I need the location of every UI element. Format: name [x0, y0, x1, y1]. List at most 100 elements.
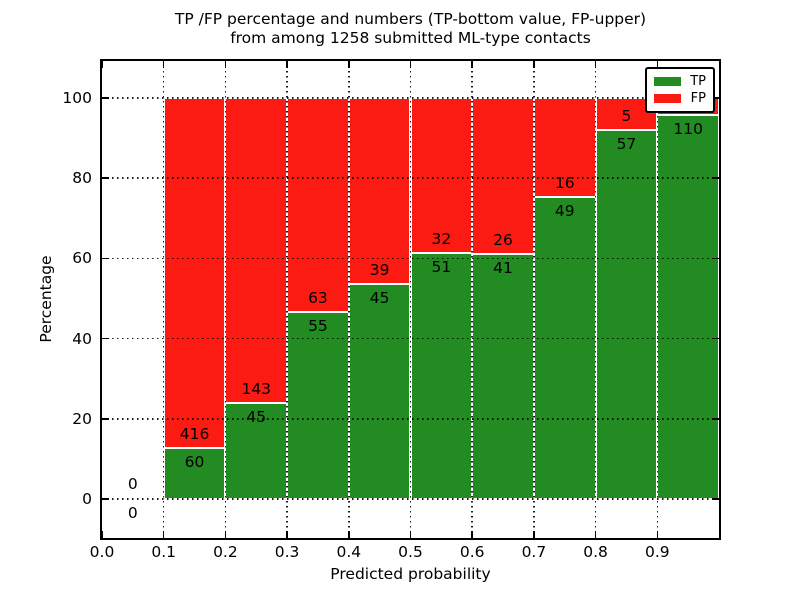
legend: TP FP: [645, 67, 715, 113]
bar-segment-tp: [163, 448, 226, 499]
legend-entry-fp: FP: [654, 92, 706, 105]
tp-count-label: 41: [493, 258, 513, 277]
fp-count-label: 16: [554, 173, 575, 192]
fp-count-label: 143: [241, 380, 272, 399]
y-tick-label: 60: [72, 249, 92, 268]
y-tick-left: [102, 257, 109, 260]
y-tick-right: [712, 337, 719, 340]
fp-count-label: 0: [127, 504, 138, 522]
x-tick-top: [594, 61, 597, 68]
tp-count-label: 45: [369, 289, 390, 308]
y-tick-left: [102, 418, 109, 420]
x-tick-bottom: [101, 531, 103, 538]
x-tick-top: [348, 61, 350, 68]
bar-segment-tp: [410, 252, 473, 499]
chart-title-line1: TP /FP percentage and numbers (TP-bottom…: [174, 10, 647, 28]
chart-title-line2: from among 1258 submitted ML-type contac…: [230, 29, 591, 47]
y-tick-right: [712, 498, 719, 500]
x-tick-bottom: [348, 531, 350, 538]
tp-count-label: 49: [554, 201, 575, 220]
fp-count-label: 39: [369, 261, 390, 280]
fp-count-label: 63: [308, 289, 328, 308]
y-tick-label: 40: [72, 329, 92, 348]
plot-area: [100, 59, 721, 540]
y-tick-left: [102, 97, 109, 99]
x-tick-bottom: [409, 531, 412, 538]
bar-segment-tp: [287, 312, 349, 499]
legend-swatch-tp: [654, 77, 681, 86]
bar-segment-fp: [348, 98, 411, 285]
x-tick-top: [409, 61, 412, 68]
tp-count-label: 0: [127, 475, 138, 493]
y-tick-label: 100: [62, 89, 92, 107]
x-gridline: [162, 61, 165, 538]
bar-segment-tp: [533, 196, 596, 499]
x-tick-label: 0.9: [644, 543, 670, 561]
fp-count-label: 32: [431, 229, 452, 248]
x-tick-label: 0.7: [521, 543, 547, 561]
x-tick-bottom: [471, 531, 473, 538]
x-tick-label: 0.2: [213, 543, 238, 561]
y-tick-right: [712, 97, 719, 99]
x-tick-top: [656, 61, 659, 68]
x-tick-top: [162, 61, 165, 68]
x-tick-bottom: [162, 531, 165, 538]
x-tick-bottom: [533, 531, 535, 538]
tp-count-label: 57: [616, 135, 637, 154]
x-tick-label: 0.4: [336, 543, 362, 561]
bar-segment-fp: [163, 98, 226, 449]
x-tick-top: [224, 61, 227, 68]
x-gridline: [656, 61, 659, 538]
x-tick-label: 0.5: [398, 543, 423, 561]
x-tick-label: 0.1: [151, 543, 177, 561]
x-tick-label: 0.0: [89, 543, 115, 561]
x-tick-bottom: [286, 531, 288, 538]
legend-label-tp: TP: [690, 74, 706, 89]
x-tick-bottom: [594, 531, 597, 538]
y-tick-left: [102, 498, 109, 500]
x-tick-label: 0.3: [274, 543, 300, 561]
legend-swatch-fp: [654, 94, 681, 103]
fp-count-label: 26: [493, 230, 513, 249]
x-tick-label: 0.8: [583, 543, 608, 561]
tp-count-label: 60: [184, 453, 205, 472]
x-tick-bottom: [224, 531, 227, 538]
legend-entry-tp: TP: [654, 75, 706, 88]
tp-count-label: 45: [246, 408, 267, 427]
y-tick-label: 0: [82, 490, 92, 508]
x-gridline: [471, 61, 473, 538]
tp-count-label: 55: [308, 317, 328, 336]
y-tick-label: 20: [72, 409, 92, 428]
bar-segment-tp: [595, 130, 658, 499]
fp-count-label: 5: [621, 107, 632, 126]
x-tick-top: [101, 61, 103, 68]
x-gridline: [348, 61, 350, 538]
x-tick-top: [533, 61, 535, 68]
y-tick-right: [712, 418, 719, 420]
x-gridline: [286, 61, 288, 538]
chart-title: TP /FP percentage and numbers (TP-bottom…: [102, 10, 719, 48]
x-tick-label: 0.6: [459, 543, 485, 561]
tp-count-label: 110: [673, 120, 703, 139]
x-axis-label: Predicted probability: [330, 565, 491, 583]
x-tick-bottom: [656, 531, 659, 538]
fp-count-label: 416: [179, 425, 210, 444]
bar-segment-fp: [225, 98, 288, 404]
y-tick-left: [102, 337, 109, 340]
bar-segment-fp: [287, 98, 349, 313]
x-gridline: [594, 61, 597, 538]
x-tick-top: [286, 61, 288, 68]
bar-segment-tp: [348, 284, 411, 499]
y-tick-right: [712, 177, 719, 179]
y-tick-right: [712, 257, 719, 260]
y-tick-label: 80: [72, 169, 92, 188]
x-tick-top: [471, 61, 473, 68]
x-gridline: [533, 61, 535, 538]
legend-label-fp: FP: [690, 91, 706, 106]
bar-segment-tp: [657, 115, 719, 499]
x-gridline: [224, 61, 227, 538]
y-tick-left: [102, 177, 109, 179]
bar-segment-tp: [472, 253, 534, 499]
tp-count-label: 51: [431, 257, 452, 276]
